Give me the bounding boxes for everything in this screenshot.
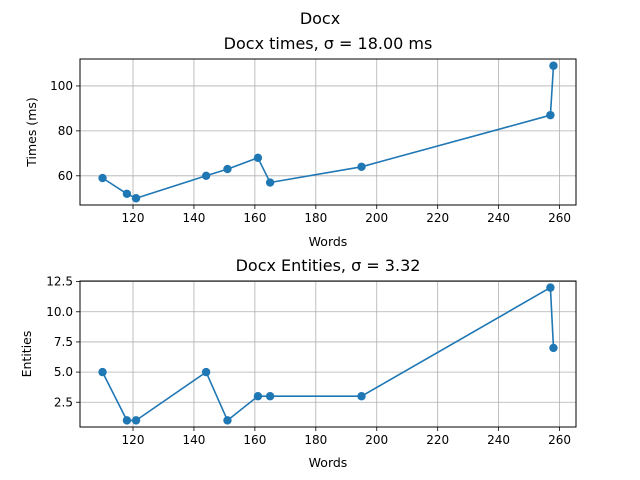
entities-y-tick-label: 2.5 — [54, 395, 73, 409]
entities-x-tick-label: 260 — [548, 433, 571, 447]
times-x-tick-label: 120 — [122, 211, 145, 225]
times-data-point — [357, 162, 366, 172]
times-series-line — [102, 65, 555, 200]
times-data-point — [549, 61, 558, 70]
entities-data-point — [357, 392, 366, 401]
times-x-tick-label: 180 — [304, 211, 327, 225]
entities-chart: Docx Entities, σ = 3.32 120 140 160 180 200 2… — [19, 256, 577, 470]
entities-y-tick-label: 10.0 — [46, 305, 73, 319]
entities-chart-x-ticks: 120 140 160 180 200 220 240 260 — [122, 427, 571, 447]
times-chart-x-label: Words — [309, 234, 348, 249]
times-chart-frame — [79, 58, 577, 206]
entities-data-point — [201, 367, 211, 377]
entities-x-tick-label: 180 — [304, 433, 327, 447]
times-chart-y-label: Times (ms) — [24, 97, 39, 168]
times-chart-y-ticks: 60 80 100 — [50, 79, 80, 183]
entities-x-tick-label: 140 — [182, 433, 205, 447]
entities-x-tick-label: 160 — [243, 433, 266, 447]
entities-data-point — [98, 367, 107, 377]
entities-data-point — [223, 416, 232, 425]
entities-chart-x-label: Words — [309, 455, 348, 470]
times-y-tick-label: 80 — [58, 124, 73, 138]
entities-data-point — [131, 416, 141, 425]
times-series — [98, 61, 558, 203]
entities-x-tick-label: 240 — [487, 433, 510, 447]
entities-y-tick-label: 5.0 — [54, 365, 73, 379]
times-data-point — [265, 178, 275, 187]
entities-chart-title: Docx Entities, σ = 3.32 — [236, 256, 421, 275]
entities-x-tick-label: 120 — [122, 433, 145, 447]
times-chart-grid — [80, 59, 576, 205]
entities-y-tick-label: 12.5 — [46, 275, 73, 289]
times-data-point — [223, 164, 232, 174]
times-data-point — [201, 171, 211, 180]
entities-data-point — [549, 343, 558, 353]
entities-data-point — [265, 392, 275, 401]
entities-series — [98, 283, 558, 425]
entities-chart-frame — [79, 280, 577, 428]
times-data-point — [122, 189, 132, 198]
entities-x-tick-label: 200 — [365, 433, 388, 447]
times-chart-x-ticks: 120 140 160 180 200 220 240 260 — [122, 205, 571, 225]
entities-data-point — [122, 416, 132, 425]
times-x-tick-label: 140 — [182, 211, 205, 225]
times-x-tick-label: 220 — [426, 211, 449, 225]
entities-chart-y-ticks: 2.5 5.0 7.5 10.0 12.5 — [46, 275, 80, 409]
times-data-point — [253, 153, 263, 163]
entities-x-tick-label: 220 — [426, 433, 449, 447]
times-chart-title: Docx times, σ = 18.00 ms — [224, 34, 433, 53]
entities-y-tick-label: 7.5 — [54, 335, 73, 349]
entities-data-point — [253, 392, 263, 401]
times-x-tick-label: 160 — [243, 211, 266, 225]
entities-chart-y-label: Entities — [19, 331, 34, 378]
figure-suptitle: Docx — [300, 9, 340, 28]
times-data-point — [98, 173, 107, 183]
entities-data-point — [546, 283, 555, 292]
times-data-point — [546, 110, 555, 120]
times-x-tick-label: 260 — [548, 211, 571, 225]
times-x-tick-label: 200 — [365, 211, 388, 225]
times-chart: Docx times, σ = 18.00 ms 120 140 160 180 200… — [24, 34, 577, 249]
entities-series-line — [101, 286, 555, 422]
times-y-tick-label: 100 — [50, 79, 73, 93]
times-x-tick-label: 240 — [487, 211, 510, 225]
times-data-point — [131, 194, 141, 203]
times-y-tick-label: 60 — [58, 169, 73, 183]
